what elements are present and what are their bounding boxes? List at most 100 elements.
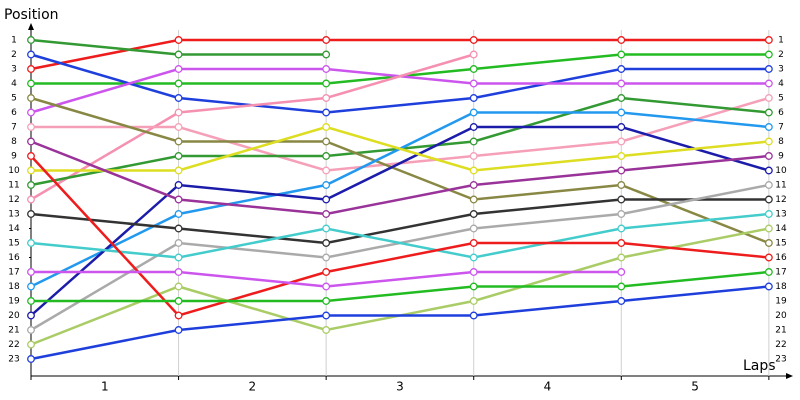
position-marker	[764, 36, 773, 44]
position-marker	[322, 224, 331, 233]
position-line	[30, 96, 770, 245]
position-marker	[617, 36, 626, 44]
position-marker	[322, 311, 331, 320]
position-marker	[764, 50, 773, 59]
position-marker	[469, 94, 478, 102]
y-tick-label: 23	[8, 355, 19, 365]
position-marker	[174, 224, 183, 233]
position-marker	[322, 326, 331, 334]
position-line	[30, 212, 769, 259]
y-tick-label: 6	[11, 108, 17, 118]
position-marker	[322, 253, 331, 262]
position-marker	[174, 123, 183, 131]
position-marker	[469, 181, 478, 189]
y-tick-label-right: 16	[775, 253, 787, 263]
position-marker	[469, 253, 478, 262]
position-marker	[322, 79, 331, 88]
position-line	[30, 285, 769, 361]
y-tick-label: 21	[8, 326, 19, 336]
y-tick-label-right: 17	[775, 268, 786, 278]
y-tick-label-right: 10	[775, 166, 787, 176]
position-marker	[174, 282, 183, 291]
position-marker	[27, 355, 35, 363]
position-marker	[322, 50, 331, 59]
position-marker	[617, 297, 626, 305]
position-marker	[174, 326, 183, 334]
y-tick-label-right: 3	[778, 65, 784, 75]
position-line	[30, 38, 769, 71]
lap-label: 4	[544, 380, 552, 394]
position-marker	[764, 224, 773, 233]
position-marker	[27, 326, 35, 334]
position-line	[30, 198, 769, 245]
y-tick-label: 11	[8, 181, 19, 191]
position-line	[30, 96, 769, 187]
position-marker	[764, 239, 773, 247]
y-tick-label: 19	[8, 297, 20, 307]
position-marker	[469, 195, 478, 204]
position-marker	[27, 50, 35, 59]
position-marker	[764, 137, 773, 146]
position-marker	[469, 79, 478, 88]
y-tick-label: 12	[8, 195, 19, 205]
position-marker	[617, 166, 626, 175]
position-marker	[174, 166, 183, 175]
y-tick-label: 4	[11, 79, 17, 89]
position-marker	[764, 152, 773, 160]
position-marker	[27, 94, 35, 102]
position-marker	[469, 108, 478, 117]
position-marker	[764, 181, 773, 189]
position-marker	[174, 297, 183, 305]
position-marker	[27, 36, 35, 44]
y-tick-label-right: 18	[775, 282, 787, 292]
position-marker	[469, 166, 478, 175]
position-marker	[617, 79, 626, 88]
position-marker	[764, 166, 773, 175]
y-tick-label: 10	[8, 166, 20, 176]
position-marker	[174, 210, 183, 218]
lap-label: 1	[101, 380, 109, 394]
position-marker	[469, 268, 478, 276]
y-tick-label: 8	[11, 137, 17, 147]
position-marker	[174, 239, 183, 247]
position-marker	[469, 224, 478, 233]
position-marker	[617, 50, 626, 59]
y-tick-label: 17	[8, 268, 19, 278]
position-marker	[469, 65, 478, 73]
position-marker	[764, 79, 773, 88]
position-marker	[174, 181, 183, 189]
y-tick-label: 5	[11, 94, 17, 104]
position-marker	[764, 108, 773, 117]
lap-label: 3	[396, 380, 404, 394]
y-tick-label-right: 22	[775, 340, 786, 350]
position-marker	[764, 268, 773, 276]
position-marker	[174, 311, 183, 320]
y-tick-label-right: 7	[778, 123, 784, 133]
y-tick-label: 18	[8, 282, 20, 292]
position-marker	[617, 152, 626, 160]
position-line	[30, 53, 769, 114]
position-marker	[27, 297, 35, 305]
position-marker	[27, 239, 35, 247]
position-line	[31, 270, 769, 303]
position-marker	[764, 123, 773, 131]
position-marker	[27, 152, 35, 160]
position-marker	[174, 268, 183, 276]
position-marker	[322, 268, 331, 276]
position-marker	[174, 65, 183, 73]
position-marker	[764, 282, 773, 291]
position-marker	[322, 195, 331, 204]
y-tick-label-right: 14	[775, 224, 787, 234]
position-marker	[322, 65, 331, 73]
y-tick-label: 3	[11, 65, 17, 75]
position-marker	[764, 253, 773, 262]
position-marker	[174, 137, 183, 146]
position-marker	[27, 210, 35, 218]
y-tick-label-right: 6	[778, 108, 784, 118]
y-tick-label: 15	[8, 239, 19, 249]
position-marker	[469, 123, 478, 131]
position-line	[30, 140, 769, 216]
y-tick-label-right: 12	[775, 195, 786, 205]
x-axis-label: Laps	[743, 358, 776, 374]
position-marker	[322, 282, 331, 291]
